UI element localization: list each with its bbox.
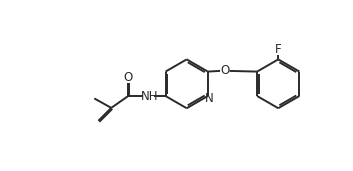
Text: NH: NH [140, 89, 158, 103]
Text: O: O [220, 64, 229, 77]
Text: F: F [275, 43, 282, 56]
Text: N: N [205, 92, 214, 105]
Text: O: O [124, 71, 133, 84]
